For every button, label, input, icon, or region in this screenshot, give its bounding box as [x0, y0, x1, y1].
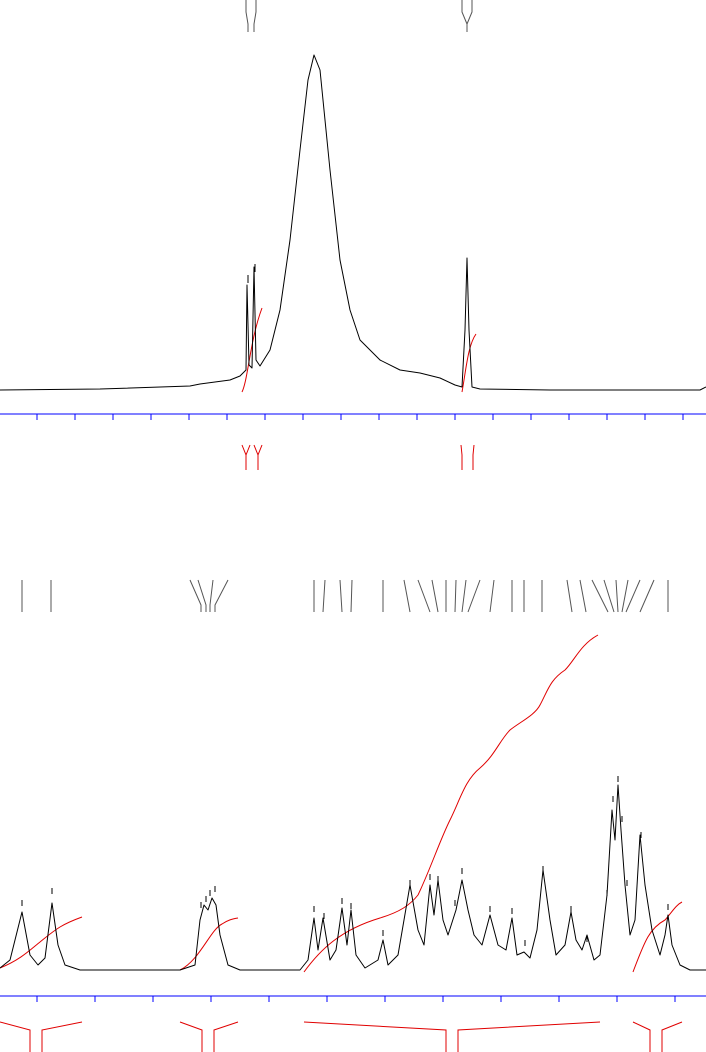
spectrum-line — [0, 784, 706, 971]
peak-markers — [247, 258, 468, 283]
spectrum-line — [0, 54, 706, 391]
integral-brackets — [0, 1021, 683, 1052]
peak-pick-lines — [21, 579, 669, 613]
integral-curves — [241, 307, 477, 393]
peak-pick-lines — [245, 0, 473, 32]
decorations — [0, 0, 683, 1052]
integral-brackets — [241, 444, 475, 470]
integral-curves — [0, 634, 683, 973]
peak-markers — [21, 776, 669, 946]
